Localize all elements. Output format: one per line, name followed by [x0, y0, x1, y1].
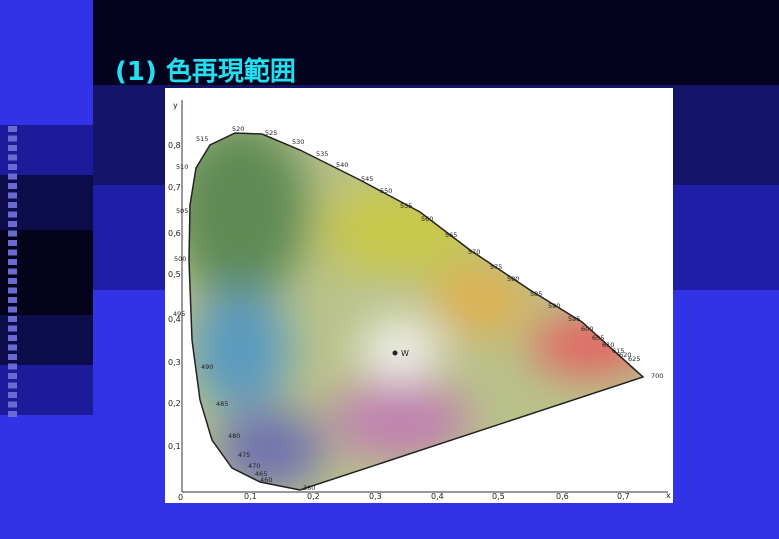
decor-square	[8, 230, 17, 237]
y-tick-label: 0,7	[168, 183, 181, 192]
decor-square	[8, 192, 17, 199]
decor-square	[8, 335, 17, 341]
wavelength-label: 380	[303, 484, 315, 492]
wavelength-label: 560	[421, 215, 433, 223]
decor-square	[8, 126, 17, 132]
wavelength-label: 495	[173, 310, 185, 318]
wavelength-label: 615	[612, 347, 624, 355]
wavelength-label: 520	[232, 125, 244, 133]
decor-square	[8, 316, 17, 322]
y-tick-label: 0,3	[168, 358, 181, 367]
decor-square	[8, 306, 17, 313]
decor-square	[8, 145, 17, 151]
wavelength-label: 625	[628, 355, 640, 363]
wavelength-label: 505	[176, 207, 188, 215]
wavelength-label: 570	[468, 248, 480, 256]
decor-square	[8, 373, 17, 379]
decor-square	[8, 164, 17, 170]
wavelength-label: 525	[265, 129, 277, 137]
wavelength-label: 590	[548, 302, 560, 310]
wavelength-label: 545	[361, 175, 373, 183]
decor-square	[8, 211, 17, 218]
decor-square	[8, 401, 17, 408]
wavelength-label: 485	[216, 400, 228, 408]
wavelength-label: 465	[255, 470, 267, 478]
decor-square	[8, 249, 17, 256]
wavelength-label: 500	[174, 255, 186, 263]
decor-square	[8, 278, 17, 284]
wavelength-label: 600	[581, 325, 593, 333]
y-tick-label: 0,2	[168, 399, 181, 408]
decor-square	[8, 287, 17, 294]
decor-square	[8, 411, 17, 417]
wavelength-label: 565	[445, 231, 457, 239]
slide-title: (1) 色再現範囲	[115, 56, 296, 87]
decor-square	[8, 221, 17, 227]
wavelength-label: 540	[336, 161, 348, 169]
x-tick-label: 0,7	[617, 492, 630, 501]
x-tick-label: 0,5	[492, 492, 505, 501]
wavelength-label: 580	[507, 275, 519, 283]
wavelength-label: 595	[568, 315, 580, 323]
x-tick-label: 0,3	[369, 492, 382, 501]
origin-label: 0	[178, 493, 183, 502]
decor-square	[8, 325, 17, 332]
decor-square	[8, 268, 17, 275]
decor-square	[8, 183, 17, 189]
decor-square	[8, 382, 17, 389]
y-tick-label: 0,8	[168, 141, 181, 150]
wavelength-label: 620	[619, 351, 631, 359]
x-tick-label: 0,6	[556, 492, 569, 501]
decor-square	[8, 240, 17, 246]
y-axis-label: y	[173, 101, 178, 110]
y-tick-label: 0,4	[168, 315, 181, 324]
wavelength-label: 605	[592, 334, 604, 342]
decor-square	[8, 202, 17, 208]
wavelength-label: 480	[228, 432, 240, 440]
decor-square	[8, 154, 17, 161]
wavelength-label: 515	[196, 135, 208, 143]
wavelength-label: 575	[490, 263, 502, 271]
wavelength-label: 585	[530, 290, 542, 298]
wavelength-label: 550	[380, 187, 392, 195]
wavelength-label: 555	[400, 202, 412, 210]
decor-square	[8, 173, 17, 180]
decor-square	[8, 354, 17, 360]
x-tick-label: 0,2	[307, 492, 320, 501]
spectral-locus	[188, 132, 645, 491]
decor-square	[8, 135, 17, 142]
decor-squares	[8, 126, 17, 417]
wavelength-label: 700	[651, 372, 663, 380]
decor-square	[8, 392, 17, 398]
top-band	[93, 0, 779, 85]
wavelength-label: 510	[176, 163, 188, 171]
x-tick-label: 0,4	[431, 492, 444, 501]
x-tick-label: 0,1	[244, 492, 257, 501]
y-tick-label: 0,1	[168, 442, 181, 451]
wavelength-label: 490	[201, 363, 213, 371]
y-tick-label: 0,5	[168, 270, 181, 279]
white-point	[392, 350, 398, 356]
x-axis-label: x	[666, 491, 671, 500]
y-tick-label: 0,6	[168, 229, 181, 238]
decor-square	[8, 344, 17, 351]
white-point-label: W	[401, 349, 409, 358]
wavelength-label: 530	[292, 138, 304, 146]
decor-square	[8, 297, 17, 303]
decor-square	[8, 363, 17, 370]
decor-square	[8, 259, 17, 265]
wavelength-label: 535	[316, 150, 328, 158]
wavelength-label: 475	[238, 451, 250, 459]
wavelength-label: 470	[248, 462, 260, 470]
wavelength-label: 460	[260, 476, 272, 484]
wavelength-label: 610	[602, 341, 614, 349]
